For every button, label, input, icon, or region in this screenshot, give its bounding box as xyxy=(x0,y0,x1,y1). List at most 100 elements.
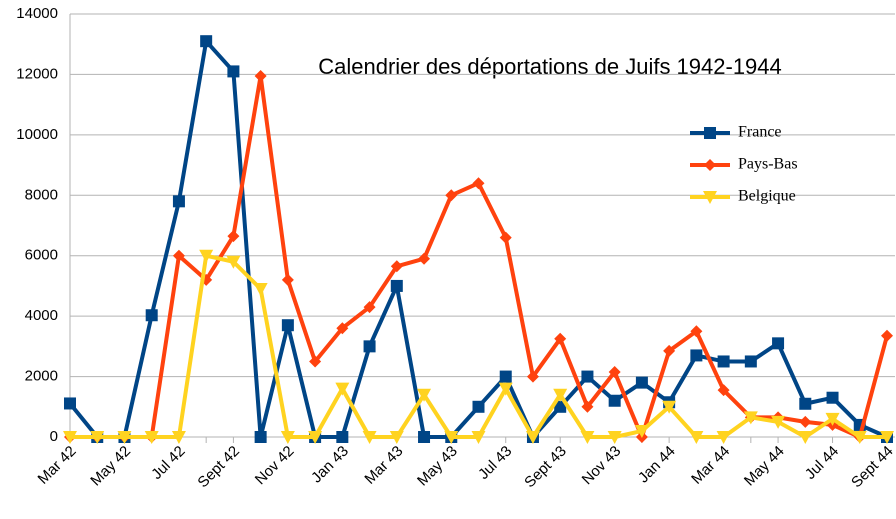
data-point xyxy=(525,431,540,444)
y-tick-label: 10000 xyxy=(16,126,58,143)
data-point xyxy=(607,431,622,444)
data-point xyxy=(309,355,322,368)
legend: France Pays-Bas Belgique xyxy=(690,124,798,205)
y-tick-label: 0 xyxy=(50,428,58,445)
data-point xyxy=(772,337,785,350)
data-point xyxy=(826,391,839,404)
x-tick-label: Nov 42 xyxy=(252,443,298,489)
x-tick-label: Mar 43 xyxy=(361,443,406,488)
chart-title: Calendrier des déportations de Juifs 194… xyxy=(318,54,782,79)
x-tick-label: Jan 43 xyxy=(308,443,352,487)
data-point xyxy=(472,177,485,190)
y-tick-label: 2000 xyxy=(25,368,58,385)
data-point xyxy=(418,431,431,443)
y-tick-label: 6000 xyxy=(25,247,58,264)
x-tick-label: May 44 xyxy=(741,443,788,490)
x-tick-label: Jul 44 xyxy=(802,443,842,483)
data-point xyxy=(852,431,867,444)
data-point xyxy=(743,411,758,425)
data-point xyxy=(880,431,894,444)
data-point xyxy=(881,329,893,342)
data-point xyxy=(90,431,105,444)
y-tick-label: 12000 xyxy=(16,65,58,82)
data-point xyxy=(172,249,185,262)
data-point xyxy=(226,255,241,269)
data-point xyxy=(117,431,132,444)
data-point xyxy=(227,65,240,78)
data-point xyxy=(336,322,349,335)
legend-label: Pays-Bas xyxy=(738,156,798,173)
legend-marker xyxy=(704,159,716,171)
data-point xyxy=(444,431,459,444)
data-point xyxy=(690,349,703,362)
data-point xyxy=(281,319,294,332)
data-point xyxy=(498,382,513,396)
legend-marker xyxy=(704,127,716,139)
data-point xyxy=(335,382,350,396)
data-point xyxy=(280,431,295,444)
data-point xyxy=(580,431,595,444)
data-point xyxy=(253,282,268,296)
data-point xyxy=(281,273,294,286)
data-point xyxy=(798,431,813,444)
data-point xyxy=(690,325,703,338)
data-point xyxy=(635,376,648,389)
data-point xyxy=(254,431,267,443)
y-tick-label: 8000 xyxy=(25,186,58,203)
data-point xyxy=(145,309,158,322)
data-point xyxy=(825,412,840,426)
data-point xyxy=(227,230,240,243)
data-point xyxy=(608,366,621,379)
data-point xyxy=(390,279,403,292)
x-tick-label: Mar 42 xyxy=(35,443,80,488)
x-tick-label: Sept 44 xyxy=(848,443,896,492)
data-point xyxy=(581,370,594,383)
x-tick-label: Jul 43 xyxy=(475,443,515,483)
y-tick-label: 4000 xyxy=(25,307,58,324)
data-point xyxy=(390,260,403,273)
x-tick-label: Sept 43 xyxy=(521,443,570,492)
data-point xyxy=(254,69,267,82)
data-point xyxy=(363,340,376,353)
data-point xyxy=(663,344,676,357)
data-point xyxy=(662,400,677,414)
data-point xyxy=(445,189,458,202)
data-point xyxy=(362,431,377,444)
data-point xyxy=(471,431,486,444)
x-tick-label: Jul 42 xyxy=(148,443,188,483)
data-point xyxy=(336,431,349,443)
legend-label: France xyxy=(738,124,782,141)
data-point xyxy=(716,431,731,444)
data-point xyxy=(608,394,621,407)
data-point xyxy=(199,249,214,263)
data-point xyxy=(499,370,512,383)
y-tick-label: 14000 xyxy=(16,5,58,22)
data-point xyxy=(799,415,812,428)
data-point xyxy=(717,355,730,368)
data-point xyxy=(771,415,786,429)
data-point xyxy=(554,400,567,413)
data-point xyxy=(526,370,539,383)
data-point xyxy=(64,397,76,410)
data-point xyxy=(172,195,185,208)
x-tick-label: Nov 43 xyxy=(579,443,625,489)
data-point xyxy=(63,431,77,444)
data-point xyxy=(308,431,323,444)
data-point xyxy=(634,424,649,438)
data-point xyxy=(581,400,594,413)
data-point xyxy=(363,301,376,314)
legend-marker xyxy=(703,191,717,204)
data-point xyxy=(689,431,704,444)
data-point xyxy=(499,231,512,244)
data-point xyxy=(171,431,186,444)
data-point xyxy=(744,355,757,368)
data-point xyxy=(389,431,404,444)
data-point xyxy=(472,400,485,413)
data-point xyxy=(144,431,159,444)
data-point xyxy=(554,332,567,345)
data-point xyxy=(553,388,568,402)
data-point xyxy=(418,252,431,265)
data-point xyxy=(417,388,432,402)
data-point xyxy=(200,35,213,48)
